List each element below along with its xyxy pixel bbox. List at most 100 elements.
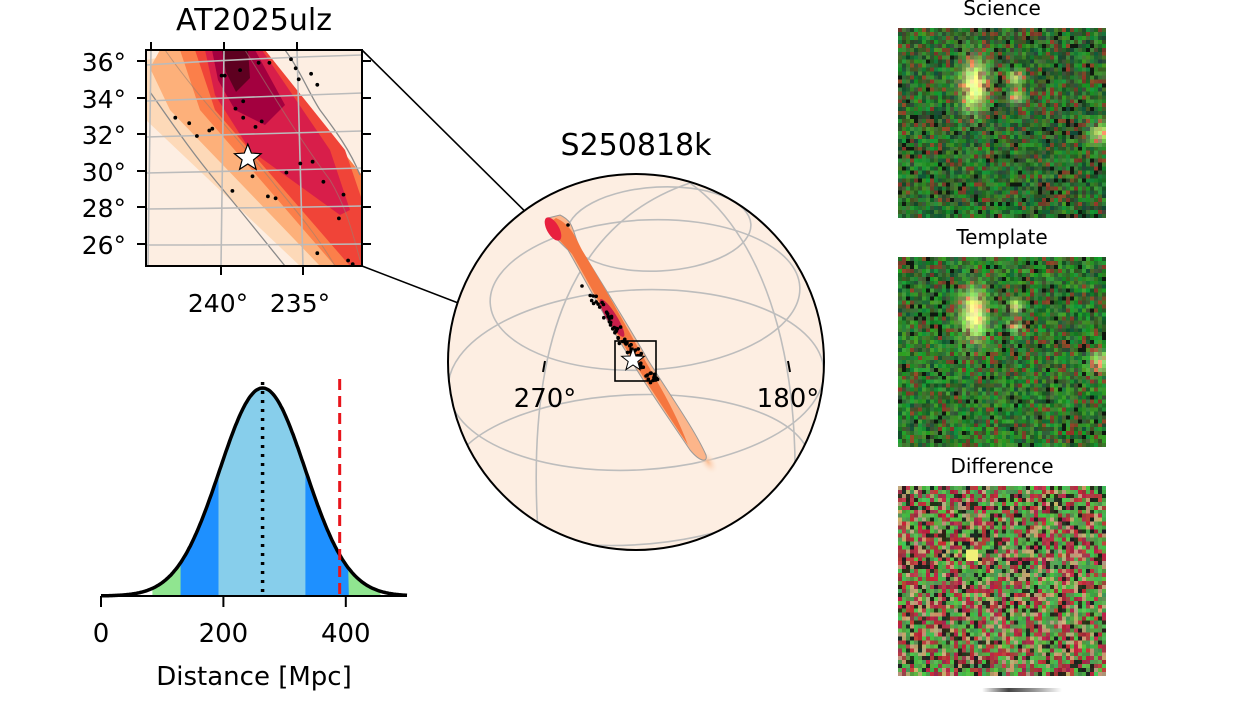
galaxy-point xyxy=(639,351,644,356)
galaxy-point xyxy=(615,327,620,331)
galaxy-point xyxy=(341,192,346,197)
x-tick-label: 200 xyxy=(199,619,249,649)
galaxy-point xyxy=(253,125,258,129)
galaxy-point xyxy=(210,126,215,131)
galaxy-point xyxy=(219,73,224,78)
distance-pdf-curve xyxy=(101,386,408,598)
galaxy-point xyxy=(273,196,278,201)
galaxy-point xyxy=(207,128,212,133)
galaxy-point xyxy=(310,159,315,164)
x-tick-label: 400 xyxy=(321,619,371,649)
galaxy-point xyxy=(238,68,243,72)
galaxy-point xyxy=(610,327,615,331)
ra-label-180: 180° xyxy=(757,384,820,414)
contour-inner-left xyxy=(164,50,336,266)
ytick-label: 36° xyxy=(82,48,126,77)
ytick-label: 28° xyxy=(82,194,126,223)
galaxy-point xyxy=(266,194,270,199)
galaxy-point xyxy=(589,298,594,303)
template-image xyxy=(898,257,1106,447)
galaxy-point xyxy=(256,60,261,65)
galaxy-point xyxy=(618,325,623,329)
grid-ra-245 xyxy=(147,50,152,266)
galaxy-point xyxy=(315,82,320,87)
grid-dec-34 xyxy=(146,92,362,102)
galaxy-point xyxy=(230,189,235,193)
galaxy-point xyxy=(259,119,264,124)
galaxy-point xyxy=(566,223,570,227)
galaxy-point xyxy=(596,302,600,306)
xtick-label: 235° xyxy=(270,289,330,318)
galaxy-point xyxy=(289,57,293,62)
galaxy-point xyxy=(250,174,255,179)
galaxy-point xyxy=(613,329,618,334)
galaxy-point xyxy=(195,134,199,138)
globe-content xyxy=(448,182,824,550)
globe-outline xyxy=(447,173,825,551)
galaxy-point xyxy=(298,161,303,166)
xtick-label: 240° xyxy=(188,289,248,318)
template-stamp xyxy=(898,257,1106,447)
inset-xticklabels: 240° 235° xyxy=(188,289,330,318)
galaxy-point xyxy=(346,258,350,263)
grid-ra-235 xyxy=(296,50,304,266)
galaxy-point xyxy=(608,320,613,325)
science-title: Science xyxy=(963,0,1041,20)
grid-dec-36 xyxy=(146,54,362,66)
galaxy-point xyxy=(617,341,622,346)
galaxy-point xyxy=(591,301,596,306)
globe-galaxy-points xyxy=(566,223,660,385)
inset-ticks xyxy=(137,42,371,275)
inset-frame xyxy=(145,49,363,267)
ytick-label: 30° xyxy=(82,158,126,187)
inset-graticule xyxy=(146,50,362,266)
galaxy-point xyxy=(649,371,653,375)
contour-outer-left xyxy=(149,91,286,266)
contour-inner-right xyxy=(244,50,361,261)
galaxy-point xyxy=(636,347,641,351)
transient-star-marker xyxy=(232,142,263,171)
galaxy-point xyxy=(293,66,298,71)
galaxy-point xyxy=(638,363,643,367)
galaxy-point xyxy=(321,179,326,184)
globe-title: S250818k xyxy=(561,128,713,163)
galaxy-point xyxy=(241,99,246,104)
grid-meridian-270 xyxy=(535,182,691,550)
grid-dec-28 xyxy=(146,205,362,210)
ytick-label: 26° xyxy=(82,231,126,260)
difference-image xyxy=(898,486,1106,676)
globe-transient-star xyxy=(620,346,646,371)
inset-map: AT2025ulz xyxy=(82,3,371,318)
inset-galaxy-points xyxy=(173,57,355,266)
galaxy-point xyxy=(315,251,320,256)
galaxy-point xyxy=(580,284,584,288)
galaxy-point xyxy=(222,73,227,78)
galaxy-point xyxy=(187,121,192,126)
galaxy-point xyxy=(591,294,596,298)
galaxy-point xyxy=(309,71,313,76)
galaxy-point xyxy=(605,312,610,316)
grid-dec-30 xyxy=(146,167,362,174)
galaxy-point xyxy=(296,77,301,82)
galaxy-point xyxy=(267,60,272,65)
galaxy-point xyxy=(588,293,592,298)
galaxy-point xyxy=(602,315,606,320)
globe-map: S250818k 270° 180° xyxy=(447,128,825,551)
scale-bar xyxy=(982,688,1062,692)
galaxy-point xyxy=(646,377,651,382)
skymap-peak-north xyxy=(544,217,562,241)
difference-stamp xyxy=(898,486,1106,676)
template-title: Template xyxy=(956,225,1048,249)
galaxy-point xyxy=(607,315,611,320)
tick-270 xyxy=(542,360,546,373)
galaxy-point xyxy=(616,335,620,340)
science-image xyxy=(898,28,1106,218)
inset-yticklabels: 36° 34° 32° 30° 28° 26° xyxy=(82,48,126,260)
grid-ra-240 xyxy=(220,50,225,266)
galaxy-point xyxy=(284,170,289,175)
galaxy-point xyxy=(597,305,602,309)
ra-label-270: 270° xyxy=(514,384,577,414)
grid-dec-26 xyxy=(146,243,362,246)
x-tick-label: 0 xyxy=(93,619,110,649)
